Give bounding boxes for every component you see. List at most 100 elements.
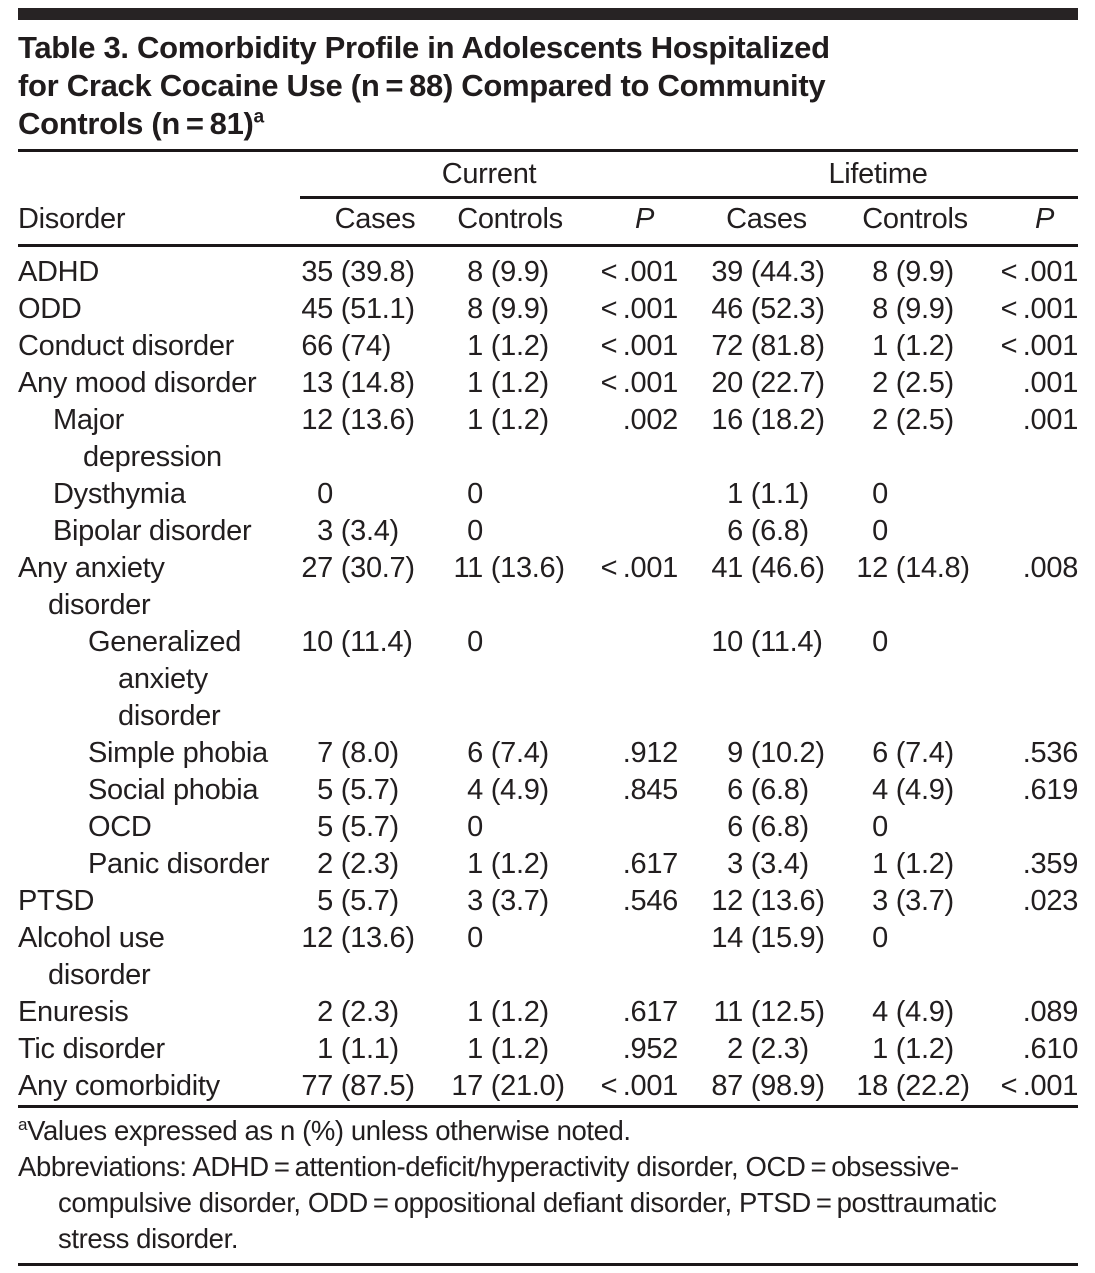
lifetime-p-value	[975, 624, 1078, 735]
lifetime-cases-value: 6 (6.8)	[727, 811, 809, 843]
current-cases-value: 45 (51.1)	[301, 293, 415, 325]
title-footnote-marker: a	[253, 106, 265, 128]
header-lifetime-cases: Cases	[678, 199, 856, 247]
lifetime-cases-value: 41 (46.6)	[711, 552, 825, 584]
lifetime-controls-value: 3 (3.7)	[872, 885, 954, 917]
current-p-value	[570, 920, 678, 994]
current-cases-value: 5 (5.7)	[317, 774, 399, 806]
current-cases-value: 12 (13.6)	[301, 404, 415, 436]
disorder-label: Simple phobia	[88, 737, 268, 769]
footnote-abbreviations-line-2: compulsive disorder, ODD = oppositional …	[58, 1187, 997, 1218]
lifetime-p-value: < .001	[1000, 1070, 1079, 1102]
table-row: Tic disorder 1 (1.1) 1 (1.2) .952 2 (2.3) 1 (…	[18, 1031, 1078, 1068]
current-controls-value: 17 (21.0)	[451, 1070, 565, 1102]
current-controls-value: 1 (1.2)	[467, 996, 549, 1028]
lifetime-controls-value: 0	[872, 626, 889, 658]
group-cell-lifetime: Lifetime	[678, 152, 1079, 199]
current-cases-value: 0	[317, 478, 333, 510]
current-cases-value: 5 (5.7)	[317, 885, 399, 917]
current-p-value: < .001	[600, 256, 679, 288]
lifetime-controls-value: 2 (2.5)	[872, 404, 954, 436]
table-title-line-2: for Crack Cocaine Use (n = 88) Compared …	[18, 68, 826, 103]
table-row: Any comorbidity 77 (87.5) 17 (21.0) < .001 8…	[18, 1068, 1078, 1105]
lifetime-p-value: .536	[1022, 737, 1079, 769]
figure-bottom-rule	[18, 1263, 1078, 1266]
disorder-label: Tic disorder	[18, 1033, 165, 1065]
lifetime-p-value	[975, 920, 1078, 994]
current-p-value	[570, 809, 678, 846]
lifetime-cases-value: 14 (15.9)	[711, 922, 825, 954]
current-cases-value: 1 (1.1)	[317, 1033, 399, 1065]
footnote-values-note: aValues expressed as n (%) unless otherw…	[18, 1114, 631, 1146]
header-lifetime-controls: Controls	[855, 199, 976, 247]
disorder-label: Any anxiety disorder	[18, 552, 165, 621]
lifetime-p-value: .001	[1022, 404, 1079, 436]
lifetime-controls-value: 4 (4.9)	[872, 774, 954, 806]
column-group-row: Current Lifetime	[18, 152, 1079, 199]
lifetime-p-value: .008	[1022, 552, 1079, 584]
lifetime-p-value: .619	[1022, 774, 1079, 806]
table-title-line-1: Table 3. Comorbidity Profile in Adolesce…	[18, 30, 830, 65]
disorder-label: Bipolar disorder	[53, 515, 252, 547]
header-disorder: Disorder	[18, 199, 300, 247]
lifetime-controls-value: 6 (7.4)	[872, 737, 954, 769]
lifetime-cases-value: 11 (12.5)	[713, 996, 826, 1028]
table-row: Conduct disorder 66 (74) 1 (1.2) < .001 72 (…	[18, 328, 1078, 365]
comorbidity-table: Current Lifetime Disorder Cases Controls…	[18, 152, 1078, 1105]
lifetime-controls-value: 18 (22.2)	[856, 1070, 970, 1102]
lifetime-p-value: .610	[1022, 1033, 1079, 1065]
current-cases-value: 10 (11.4)	[301, 626, 413, 658]
lifetime-controls-value: 1 (1.2)	[872, 1033, 954, 1065]
disorder-label: Conduct disorder	[18, 330, 235, 362]
lifetime-cases-value: 9 (10.2)	[727, 737, 825, 769]
current-cases-value: 27 (30.7)	[301, 552, 415, 584]
group-cell-current: Current	[300, 152, 679, 199]
lifetime-p-value	[975, 809, 1078, 846]
current-p-value: .002	[622, 404, 679, 436]
lifetime-p-value	[975, 513, 1078, 550]
table-row: Enuresis 2 (2.3) 1 (1.2) .617 11 (12.5) 4 (4.…	[18, 994, 1078, 1031]
table-row: ODD 45 (51.1) 8 (9.9) < .001 46 (52.3) 8 (9.9…	[18, 291, 1078, 328]
current-cases-value: 3 (3.4)	[317, 515, 399, 547]
lifetime-cases-value: 6 (6.8)	[727, 774, 809, 806]
current-cases-value: 5 (5.7)	[317, 811, 399, 843]
group-label-lifetime: Lifetime	[678, 156, 1079, 199]
lifetime-cases-value: 87 (98.9)	[711, 1070, 825, 1102]
current-p-value: .617	[622, 848, 679, 880]
disorder-label: ODD	[18, 293, 82, 325]
disorder-label: Any comorbidity	[18, 1070, 220, 1102]
lifetime-p-value: < .001	[1000, 330, 1079, 362]
current-controls-value: 8 (9.9)	[467, 256, 549, 288]
lifetime-controls-value: 8 (9.9)	[872, 293, 954, 325]
current-controls-value: 1 (1.2)	[467, 330, 549, 362]
disorder-label: ADHD	[18, 256, 99, 288]
current-cases-value: 35 (39.8)	[301, 256, 415, 288]
lifetime-controls-value: 1 (1.2)	[872, 330, 954, 362]
lifetime-p-value: .001	[1022, 367, 1079, 399]
table-row: Generalized anxiety disorder 10 (11.4) 0 10…	[18, 624, 1078, 735]
lifetime-controls-value: 0	[872, 922, 889, 954]
footnotes: aValues expressed as n (%) unless otherw…	[18, 1113, 1078, 1257]
lifetime-controls-value: 1 (1.2)	[872, 848, 954, 880]
lifetime-cases-value: 3 (3.4)	[727, 848, 809, 880]
current-p-value: .952	[622, 1033, 679, 1065]
current-controls-value: 11 (13.6)	[453, 552, 565, 584]
footnote-abbreviations-line-3: stress disorder.	[58, 1223, 239, 1254]
disorder-label: Social phobia	[88, 774, 259, 806]
current-cases-value: 12 (13.6)	[301, 922, 415, 954]
current-p-value	[570, 476, 678, 513]
current-controls-value: 3 (3.7)	[467, 885, 549, 917]
disorder-label: Panic disorder	[88, 848, 270, 880]
lifetime-cases-value: 2 (2.3)	[727, 1033, 809, 1065]
current-controls-value: 0	[467, 626, 483, 658]
lifetime-p-value: .023	[1022, 885, 1079, 917]
header-current-cases: Cases	[300, 199, 450, 247]
lifetime-p-value: < .001	[1000, 256, 1079, 288]
current-cases-value: 7 (8.0)	[317, 737, 399, 769]
disorder-label: Enuresis	[18, 996, 129, 1028]
disorder-label: Generalized anxiety disorder	[88, 626, 242, 732]
lifetime-cases-value: 20 (22.7)	[711, 367, 825, 399]
disorder-label: Dysthymia	[53, 478, 186, 510]
table-row: Panic disorder 2 (2.3) 1 (1.2) .617 3 (3.4) 1…	[18, 846, 1078, 883]
